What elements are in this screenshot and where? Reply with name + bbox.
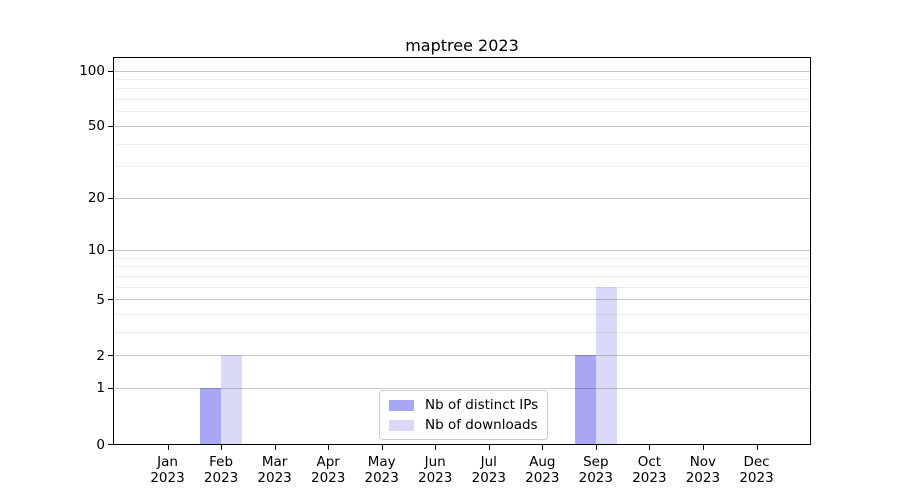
distinct-ips-swatch-icon	[389, 399, 414, 411]
legend-label-distinct-ips: Nb of distinct IPs	[425, 397, 539, 413]
x-tickmark-oct	[649, 445, 651, 450]
x-ticklabel-nov: Nov 2023	[685, 454, 721, 486]
x-ticklabel-feb: Feb 2023	[203, 454, 239, 486]
y-tickmark-50	[108, 126, 113, 127]
x-ticklabel-may: May 2023	[364, 454, 399, 486]
x-ticklabel-jan: Jan 2023	[150, 454, 185, 486]
y-ticklabel-50: 50	[87, 118, 105, 135]
x-tickmark-aug	[542, 445, 544, 450]
x-ticklabel-jul: Jul 2023	[471, 454, 506, 486]
bar-distinct-ips-feb	[200, 387, 222, 444]
x-ticklabel-jun: Jun 2023	[418, 454, 453, 486]
y-tickmark-2	[108, 355, 113, 356]
x-tickmark-jun	[435, 445, 437, 450]
x-tickmark-may	[381, 445, 383, 450]
legend-item-distinct-ips: Nb of distinct IPs	[389, 395, 538, 415]
x-tickmark-dec	[756, 445, 758, 450]
y-ticklabel-20: 20	[87, 190, 105, 207]
downloads-swatch-icon	[389, 419, 414, 431]
y-tickmark-20	[108, 198, 113, 199]
bar-downloads-feb	[221, 355, 243, 444]
plot-area	[113, 57, 811, 445]
x-tickmark-mar	[274, 445, 276, 450]
legend-item-downloads: Nb of downloads	[389, 415, 538, 435]
x-tickmark-apr	[328, 445, 330, 450]
legend-label-downloads: Nb of downloads	[425, 417, 538, 433]
y-tickmark-0	[108, 444, 113, 445]
x-tickmark-jan	[167, 445, 169, 450]
legend: Nb of distinct IPs Nb of downloads	[379, 390, 549, 440]
bars-layer	[114, 58, 810, 444]
x-ticklabel-apr: Apr 2023	[311, 454, 346, 486]
y-ticklabel-0: 0	[96, 436, 105, 453]
chart-title: maptree 2023	[405, 36, 519, 55]
x-ticklabel-aug: Aug 2023	[525, 454, 560, 486]
y-tickmark-10	[108, 250, 113, 251]
y-tickmark-100	[108, 71, 113, 72]
y-tickmark-5	[108, 299, 113, 300]
x-tickmark-nov	[702, 445, 704, 450]
x-ticklabel-sep: Sep 2023	[578, 454, 613, 486]
x-ticklabel-mar: Mar 2023	[257, 454, 292, 486]
y-tickmark-1	[108, 388, 113, 389]
x-tickmark-feb	[221, 445, 223, 450]
y-ticklabel-100: 100	[79, 63, 105, 79]
y-ticklabel-1: 1	[96, 380, 105, 397]
x-tickmark-jul	[488, 445, 490, 450]
x-tickmark-sep	[595, 445, 597, 450]
bar-downloads-sep	[595, 286, 617, 444]
y-ticklabel-2: 2	[96, 347, 105, 364]
y-ticklabel-5: 5	[96, 291, 105, 308]
x-ticklabel-oct: Oct 2023	[632, 454, 667, 486]
x-ticklabel-dec: Dec 2023	[739, 454, 774, 486]
bar-distinct-ips-sep	[574, 355, 596, 444]
y-ticklabel-10: 10	[87, 242, 105, 259]
